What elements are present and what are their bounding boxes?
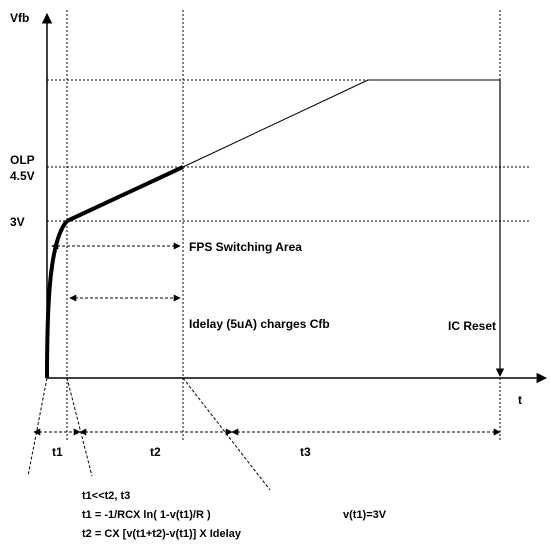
fps-switching-area-label: FPS Switching Area bbox=[189, 240, 302, 254]
vfb-initial-rise-curve bbox=[45, 219, 69, 379]
olp-voltage-label: 4.5V bbox=[10, 169, 35, 183]
t2-label: t2 bbox=[150, 445, 161, 459]
t1-end-projection bbox=[66, 377, 93, 477]
3v-label: 3V bbox=[10, 215, 25, 229]
idelay-charge-label: Idelay (5uA) charges Cfb bbox=[189, 317, 330, 331]
equation-line-1: t1<<t2, t3 bbox=[82, 490, 130, 502]
x-axis-label: t bbox=[518, 393, 522, 407]
equation-line-2: t1 = -1/RCX ln( 1-v(t1)/R ) bbox=[82, 509, 211, 521]
ic-reset-label: IC Reset bbox=[448, 319, 496, 333]
t3-label: t3 bbox=[300, 445, 311, 459]
t1-label: t1 bbox=[52, 445, 63, 459]
t1-start-projection bbox=[27, 377, 48, 477]
t2-end-projection bbox=[182, 377, 271, 491]
vt1-condition: v(t1)=3V bbox=[343, 509, 387, 521]
equation-line-3: t2 = CX [v(t1+t2)-v(t1)] X Idelay bbox=[82, 528, 242, 540]
vfb-continued-slope bbox=[182, 79, 369, 168]
vfb-idelay-charge-segment bbox=[66, 165, 184, 223]
olp-label: OLP bbox=[10, 153, 35, 167]
y-axis-label: Vfb bbox=[10, 11, 29, 25]
